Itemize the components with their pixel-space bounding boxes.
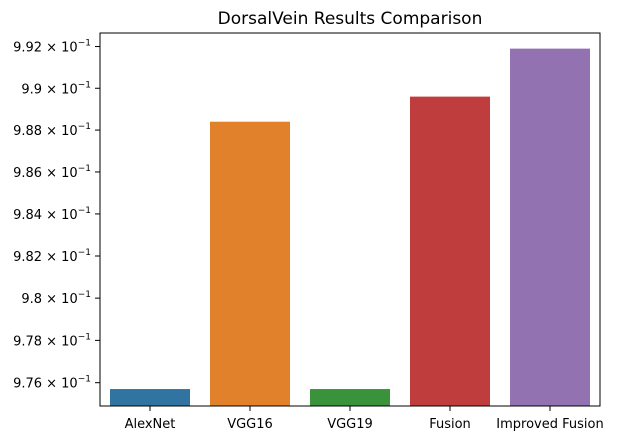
x-axis: AlexNet VGG16 VGG19 Fusion Improved Fusion	[125, 406, 604, 432]
bar-fusion	[410, 96, 490, 407]
y-tick-label: 9.84 × 10−1	[13, 206, 91, 223]
chart-title: DorsalVein Results Comparison	[218, 9, 483, 29]
x-tick-label: Improved Fusion	[496, 417, 603, 432]
x-tick-label: Fusion	[429, 417, 471, 432]
bar-alexnet	[110, 389, 190, 406]
x-tick-label: VGG19	[327, 417, 373, 432]
y-axis: 9.76 × 10−1 9.78 × 10−1 9.8 × 10−1 9.82 × 1…	[13, 39, 100, 392]
bars-group	[110, 48, 590, 407]
y-tick-label: 9.82 × 10−1	[13, 248, 91, 265]
bar-vgg16	[210, 121, 290, 407]
y-tick-label: 9.9 × 10−1	[21, 80, 91, 97]
plot-frame	[99, 32, 601, 407]
y-tick-label: 9.8 × 10−1	[21, 290, 91, 307]
bar-improved-fusion	[510, 48, 590, 407]
y-tick-label: 9.76 × 10−1	[13, 375, 91, 392]
bar-vgg19	[310, 389, 390, 406]
y-tick-label: 9.86 × 10−1	[13, 164, 91, 181]
x-tick-label: VGG16	[227, 417, 273, 432]
x-tick-label: AlexNet	[125, 417, 176, 432]
y-tick-label: 9.92 × 10−1	[13, 39, 91, 56]
y-tick-label: 9.78 × 10−1	[13, 332, 91, 349]
y-tick-label: 9.88 × 10−1	[13, 122, 91, 139]
